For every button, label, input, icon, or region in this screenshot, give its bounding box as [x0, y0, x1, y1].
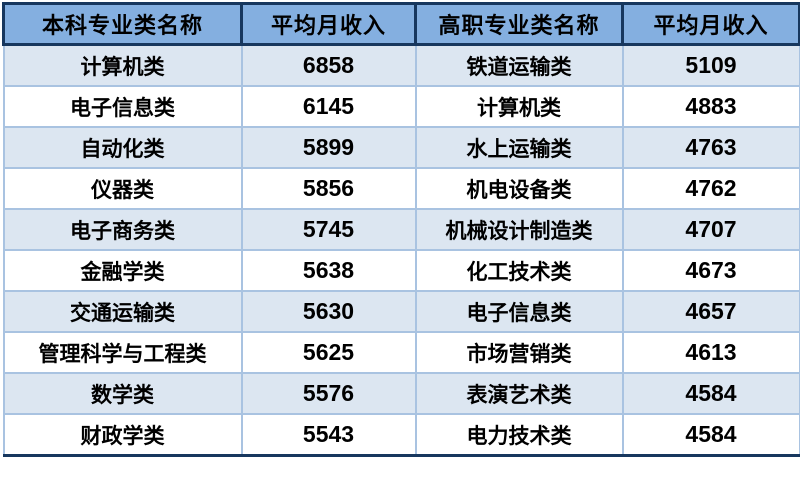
- undergrad-income-cell: 5745: [240, 208, 417, 251]
- undergrad-income-cell: 5576: [240, 372, 417, 415]
- income-comparison-table-wrap: 本科专业类名称 平均月收入 高职专业类名称 平均月收入 计算机类 6858 铁道…: [2, 2, 800, 457]
- undergrad-major-cell: 金融学类: [2, 249, 243, 292]
- vocational-major-cell: 机电设备类: [414, 167, 624, 210]
- table-row: 电子信息类 6145 计算机类 4883: [2, 85, 800, 128]
- column-header-vocational-major: 高职专业类名称: [414, 2, 624, 46]
- undergrad-major-cell: 管理科学与工程类: [2, 331, 243, 374]
- vocational-income-cell: 4762: [621, 167, 800, 210]
- table-row: 管理科学与工程类 5625 市场营销类 4613: [2, 331, 800, 374]
- undergrad-major-cell: 电子信息类: [2, 85, 243, 128]
- vocational-income-cell: 4613: [621, 331, 800, 374]
- vocational-major-cell: 电子信息类: [414, 290, 624, 333]
- undergrad-major-cell: 电子商务类: [2, 208, 243, 251]
- undergrad-income-cell: 5625: [240, 331, 417, 374]
- undergrad-income-cell: 5638: [240, 249, 417, 292]
- header-row: 本科专业类名称 平均月收入 高职专业类名称 平均月收入: [2, 2, 800, 46]
- vocational-income-cell: 4883: [621, 85, 800, 128]
- vocational-major-cell: 铁道运输类: [414, 43, 624, 87]
- vocational-income-cell: 4707: [621, 208, 800, 251]
- table-row: 自动化类 5899 水上运输类 4763: [2, 126, 800, 169]
- vocational-major-cell: 表演艺术类: [414, 372, 624, 415]
- vocational-income-cell: 4673: [621, 249, 800, 292]
- undergrad-major-cell: 数学类: [2, 372, 243, 415]
- undergrad-income-cell: 6858: [240, 43, 417, 87]
- table-row: 仪器类 5856 机电设备类 4762: [2, 167, 800, 210]
- vocational-major-cell: 市场营销类: [414, 331, 624, 374]
- undergrad-income-cell: 5630: [240, 290, 417, 333]
- vocational-major-cell: 机械设计制造类: [414, 208, 624, 251]
- undergrad-income-cell: 5543: [240, 413, 417, 457]
- table-row: 财政学类 5543 电力技术类 4584: [2, 413, 800, 457]
- column-header-undergrad-income: 平均月收入: [240, 2, 417, 46]
- vocational-income-cell: 4657: [621, 290, 800, 333]
- undergrad-major-cell: 计算机类: [2, 43, 243, 87]
- column-header-undergrad-major: 本科专业类名称: [2, 2, 243, 46]
- table-row: 数学类 5576 表演艺术类 4584: [2, 372, 800, 415]
- vocational-major-cell: 水上运输类: [414, 126, 624, 169]
- table-row: 电子商务类 5745 机械设计制造类 4707: [2, 208, 800, 251]
- table-row: 交通运输类 5630 电子信息类 4657: [2, 290, 800, 333]
- undergrad-major-cell: 自动化类: [2, 126, 243, 169]
- vocational-income-cell: 4763: [621, 126, 800, 169]
- table-row: 计算机类 6858 铁道运输类 5109: [2, 43, 800, 87]
- vocational-major-cell: 电力技术类: [414, 413, 624, 457]
- vocational-major-cell: 计算机类: [414, 85, 624, 128]
- vocational-income-cell: 4584: [621, 372, 800, 415]
- vocational-major-cell: 化工技术类: [414, 249, 624, 292]
- income-comparison-table: 本科专业类名称 平均月收入 高职专业类名称 平均月收入 计算机类 6858 铁道…: [2, 2, 800, 457]
- vocational-income-cell: 4584: [621, 413, 800, 457]
- vocational-income-cell: 5109: [621, 43, 800, 87]
- undergrad-income-cell: 5856: [240, 167, 417, 210]
- table-row: 金融学类 5638 化工技术类 4673: [2, 249, 800, 292]
- undergrad-major-cell: 交通运输类: [2, 290, 243, 333]
- undergrad-income-cell: 5899: [240, 126, 417, 169]
- undergrad-major-cell: 财政学类: [2, 413, 243, 457]
- column-header-vocational-income: 平均月收入: [621, 2, 800, 46]
- undergrad-income-cell: 6145: [240, 85, 417, 128]
- undergrad-major-cell: 仪器类: [2, 167, 243, 210]
